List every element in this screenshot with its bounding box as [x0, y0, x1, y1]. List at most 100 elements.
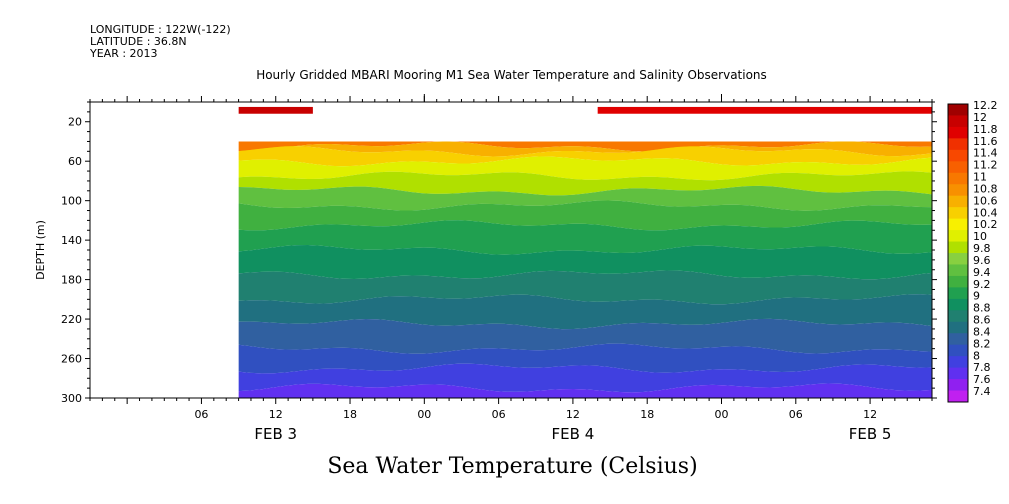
bottom-title: Sea Water Temperature (Celsius) — [0, 454, 1009, 479]
x-date-label: FEB 4 — [552, 425, 595, 443]
colorbar-label: 8 — [973, 349, 980, 362]
x-tick-label: 06 — [789, 408, 803, 421]
colorbar-label: 12 — [973, 111, 987, 124]
colorbar-label: 9.8 — [973, 242, 991, 255]
colorbar-swatch — [948, 390, 968, 403]
colorbar-label: 11.6 — [973, 135, 998, 148]
depth-band — [238, 245, 932, 280]
chart-title-text: Hourly Gridded MBARI Mooring M1 Sea Wate… — [256, 68, 767, 82]
bottom-title-text: Sea Water Temperature (Celsius) — [327, 454, 698, 479]
latitude-label: LATITUDE : 36.8N — [90, 35, 187, 48]
x-tick-label: 18 — [343, 408, 357, 421]
y-axis-label: DEPTH (m) — [34, 220, 47, 280]
colorbar-label: 10.6 — [973, 194, 998, 207]
no-data-gap — [238, 113, 932, 142]
colorbar-label: 10.8 — [973, 182, 998, 195]
colorbar-swatch — [948, 218, 968, 231]
colorbar-label: 11.8 — [973, 123, 998, 136]
colorbar-label: 7.4 — [973, 385, 991, 398]
colorbar-label: 11.4 — [973, 147, 998, 160]
depth-band — [238, 200, 932, 231]
colorbar-swatch — [948, 138, 968, 151]
colorbar-swatch — [948, 207, 968, 220]
colorbar-swatch — [948, 367, 968, 380]
x-tick-label: 00 — [417, 408, 431, 421]
colorbar-label: 9.2 — [973, 278, 991, 291]
surface-band-2 — [597, 106, 932, 114]
y-tick-label: 60 — [68, 155, 82, 168]
depth-band — [238, 363, 932, 393]
y-tick-label: 140 — [61, 234, 82, 247]
colorbar-swatch — [948, 104, 968, 116]
x-date-label: FEB 3 — [254, 425, 297, 443]
colorbar-swatch — [948, 126, 968, 139]
colorbar-label: 9.4 — [973, 266, 991, 279]
colorbar-frame — [947, 103, 969, 403]
colorbar-label: 10.2 — [973, 218, 998, 231]
depth-band — [238, 156, 932, 181]
colorbar-swatch — [948, 115, 968, 128]
depth-band — [238, 171, 932, 196]
colorbar-swatch — [948, 264, 968, 277]
depth-band — [238, 343, 932, 374]
colorbar-swatch — [948, 333, 968, 346]
x-date-label: FEB 5 — [849, 425, 892, 443]
colorbar-swatch — [948, 344, 968, 357]
y-tick-label: 20 — [68, 116, 82, 129]
x-tick-label: 06 — [492, 408, 506, 421]
x-tick-label: 00 — [715, 408, 729, 421]
x-tick-label: 12 — [269, 408, 283, 421]
y-tick-label: 100 — [61, 195, 82, 208]
colorbar-label: 11.2 — [973, 159, 998, 172]
y-tick-label: 180 — [61, 274, 82, 287]
x-tick-label: 12 — [863, 408, 877, 421]
colorbar-label: 7.8 — [973, 361, 991, 374]
colorbar-swatch — [948, 195, 968, 208]
colorbar-swatch — [948, 253, 968, 265]
colorbar-label: 8.8 — [973, 302, 991, 315]
colorbar-label: 7.6 — [973, 373, 991, 386]
colorbar-label: 9.6 — [973, 254, 991, 267]
depth-band — [238, 220, 932, 255]
depth-band — [238, 270, 932, 305]
colorbar-swatch — [948, 230, 968, 243]
colorbar-swatch — [948, 172, 968, 185]
colorbar-swatch — [948, 241, 968, 254]
x-tick-label: 12 — [566, 408, 580, 421]
colorbar-label: 8.6 — [973, 314, 991, 327]
y-tick-label: 220 — [61, 313, 82, 326]
colorbar-label: 9 — [973, 290, 980, 303]
colorbar-label: 8.2 — [973, 337, 991, 350]
colorbar-swatch — [948, 356, 968, 369]
year-label: YEAR : 2013 — [90, 47, 158, 60]
colorbar-swatch — [948, 184, 968, 197]
depth-band — [238, 141, 932, 152]
colorbar-label: 12.2 — [973, 99, 998, 112]
x-tick-label: 18 — [640, 408, 654, 421]
surface-band-1 — [238, 106, 313, 114]
metadata-block: LONGITUDE : 122W(-122) LATITUDE : 36.8N … — [90, 24, 231, 60]
colorbar-swatch — [948, 275, 968, 288]
y-tick-label: 300 — [61, 392, 82, 405]
depth-band — [238, 318, 932, 354]
x-tick-label: 06 — [194, 408, 208, 421]
colorbar-swatch — [948, 149, 968, 162]
chart-title: Hourly Gridded MBARI Mooring M1 Sea Wate… — [0, 68, 1009, 82]
colorbar-swatch — [948, 298, 968, 311]
colorbar-swatch — [948, 287, 968, 300]
colorbar-swatch — [948, 161, 968, 174]
colorbar-label: 10 — [973, 230, 987, 243]
colorbar-label: 8.4 — [973, 325, 991, 338]
colorbar-label: 10.4 — [973, 206, 998, 219]
colorbar-label: 11 — [973, 171, 987, 184]
depth-band — [238, 294, 932, 330]
depth-band — [238, 141, 932, 157]
y-tick-label: 260 — [61, 353, 82, 366]
colorbar-swatch — [948, 321, 968, 334]
colorbar-swatch — [948, 379, 968, 392]
depth-band — [238, 383, 932, 398]
depth-band — [238, 185, 932, 211]
depth-band — [238, 146, 932, 167]
no-data-region — [90, 102, 239, 398]
